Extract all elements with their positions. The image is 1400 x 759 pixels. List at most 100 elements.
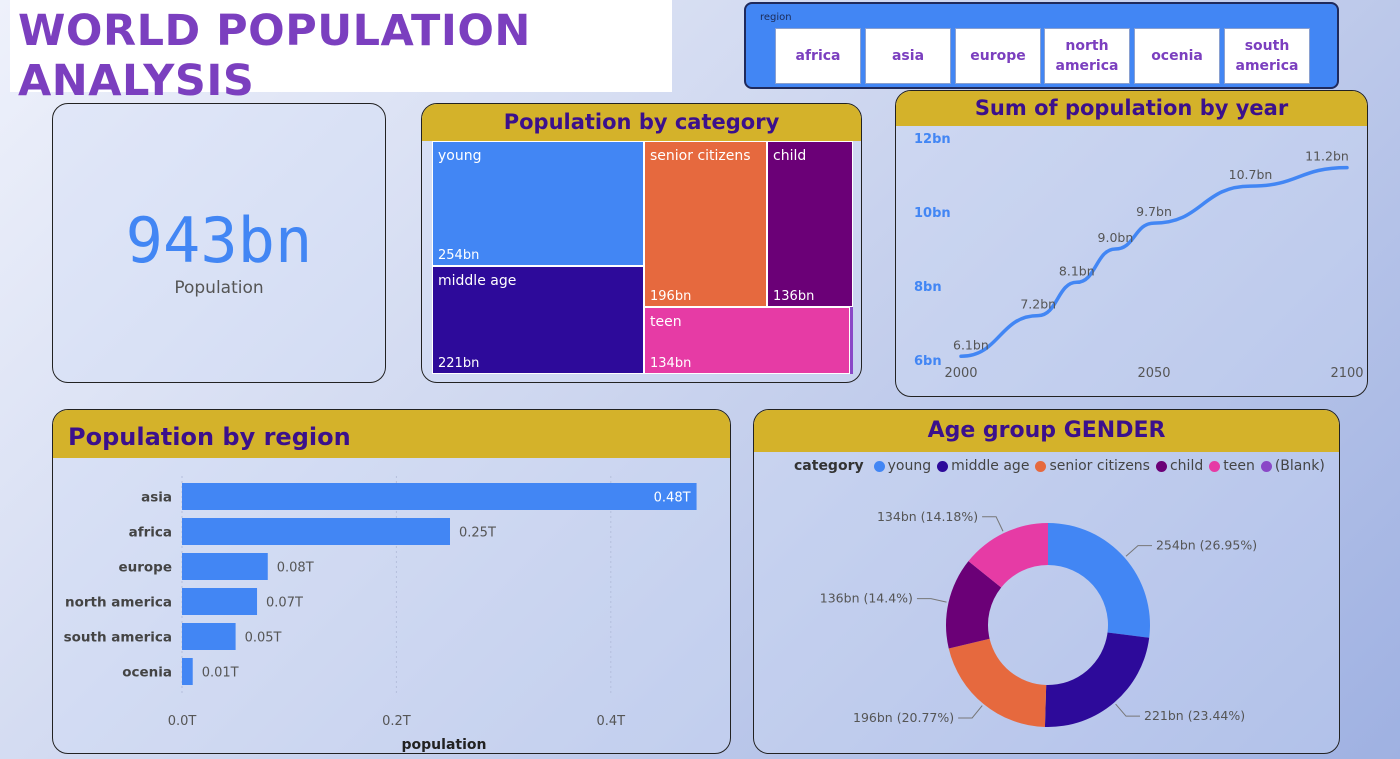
bar xyxy=(182,483,697,510)
treemap-value: 254bn xyxy=(438,248,480,263)
slicer-option-south-america[interactable]: south america xyxy=(1224,28,1310,84)
donut-slice xyxy=(968,523,1048,588)
treemap-cell-young[interactable]: young 254bn xyxy=(432,141,644,266)
treemap-card: Population by category young 254bn middl… xyxy=(421,103,862,383)
page-title: WORLD POPULATION ANALYSIS xyxy=(18,6,531,106)
data-label: 7.2bn xyxy=(1020,297,1056,312)
data-label: 11.2bn xyxy=(1305,149,1349,164)
treemap-label: senior citizens xyxy=(650,148,751,164)
series-line xyxy=(959,165,1349,359)
y-tick-label: 6bn xyxy=(914,354,942,369)
treemap-label: teen xyxy=(650,314,682,330)
donut-chart: 254bn (26.95%) 221bn (23.44%) 196bn (20.77… xyxy=(820,509,1257,727)
treemap-cell-middle-age[interactable]: middle age 221bn xyxy=(432,266,644,374)
legend-item-middle-age[interactable]: middle age xyxy=(937,458,1029,474)
leader-line xyxy=(1115,703,1141,717)
data-point xyxy=(1037,315,1039,317)
category-label: europe xyxy=(118,560,172,576)
data-point xyxy=(1076,281,1078,283)
bar xyxy=(182,518,450,545)
bar xyxy=(182,588,258,615)
treemap-value: 221bn xyxy=(438,356,480,371)
category-label: south america xyxy=(64,630,172,646)
legend-dot xyxy=(873,460,885,472)
y-tick-label: 8bn xyxy=(914,280,942,295)
legend-item-young[interactable]: young xyxy=(873,458,932,474)
region-slicer: region africa asia europe north america … xyxy=(744,2,1339,89)
x-tick-label: 2000 xyxy=(944,366,977,381)
slicer-option-asia[interactable]: asia xyxy=(865,28,951,84)
data-label: 221bn (23.44%) xyxy=(1144,708,1245,723)
line-chart-card: Sum of population by year 6bn 8bn 10bn 12bn… xyxy=(895,90,1368,397)
data-label: 0.07T xyxy=(266,596,303,611)
data-label: 0.25T xyxy=(459,526,496,541)
legend-item-blank[interactable]: (Blank) xyxy=(1260,458,1325,474)
y-tick-label: 12bn xyxy=(914,132,951,147)
data-point xyxy=(960,355,962,357)
legend-label: young xyxy=(887,458,932,474)
data-point xyxy=(1346,167,1348,169)
treemap-cell-teen[interactable]: teen 134bn xyxy=(644,307,850,374)
data-point xyxy=(1114,248,1116,250)
legend-dot xyxy=(1209,460,1221,472)
treemap-cell-child[interactable]: child 136bn xyxy=(767,141,853,307)
legend-item-teen[interactable]: teen xyxy=(1209,458,1255,474)
line-chart-title: Sum of population by year xyxy=(896,91,1367,126)
kpi-label: Population xyxy=(174,278,264,298)
leader-line xyxy=(958,705,983,719)
leader-line xyxy=(982,516,1004,532)
donut-slice xyxy=(1044,632,1150,727)
bar xyxy=(182,623,236,650)
data-label: 254bn (26.95%) xyxy=(1156,538,1257,553)
slicer-option-europe[interactable]: europe xyxy=(955,28,1041,84)
treemap-cell-senior-citizens[interactable]: senior citizens 196bn xyxy=(644,141,767,307)
legend-label: child xyxy=(1169,458,1204,474)
bar xyxy=(182,553,268,580)
legend-title: category xyxy=(794,458,864,474)
treemap-value: 196bn xyxy=(650,289,692,304)
legend-dot xyxy=(1035,460,1047,472)
treemap-label: child xyxy=(773,148,807,164)
category-label: africa xyxy=(129,525,172,541)
legend-dot xyxy=(1155,460,1167,472)
legend-dot xyxy=(1260,460,1272,472)
slicer-label: region xyxy=(760,12,792,23)
data-point xyxy=(1250,185,1251,187)
donut-slice xyxy=(946,561,1002,649)
kpi-card: 943bn Population xyxy=(52,103,386,383)
data-label: 196bn (20.77%) xyxy=(853,710,954,725)
x-tick-label: 0.2T xyxy=(382,714,411,729)
donut-legend: category young middle age senior citizen… xyxy=(794,458,1331,474)
title-box: WORLD POPULATION ANALYSIS xyxy=(10,0,672,106)
line-chart: 6bn 8bn 10bn 12bn 2000 2050 2100 6.1bn 7.2bn 8.1b… xyxy=(914,132,1364,381)
data-label: 0.01T xyxy=(202,666,239,681)
x-tick-label: 2100 xyxy=(1330,366,1363,381)
category-label: north america xyxy=(65,595,172,611)
legend-label: middle age xyxy=(951,458,1030,474)
data-label: 0.08T xyxy=(277,561,314,576)
treemap-cell-blank[interactable] xyxy=(850,307,853,374)
slicer-option-africa[interactable]: africa xyxy=(775,28,861,84)
donut-slice xyxy=(948,638,1047,727)
treemap-title: Population by category xyxy=(422,104,861,141)
legend-label: (Blank) xyxy=(1274,458,1325,474)
y-tick-label: 10bn xyxy=(914,206,951,221)
legend-item-senior-citizens[interactable]: senior citizens xyxy=(1035,458,1150,474)
data-label: 134bn (14.18%) xyxy=(877,509,978,524)
data-label: 6.1bn xyxy=(953,337,989,352)
donut-slice xyxy=(1048,523,1150,638)
data-label: 9.0bn xyxy=(1098,230,1134,245)
data-point xyxy=(1153,222,1155,224)
donut-chart-card: Age group GENDER category young middle a… xyxy=(753,409,1340,754)
x-tick-label: 0.4T xyxy=(596,714,625,729)
legend-item-child[interactable]: child xyxy=(1155,458,1204,474)
donut-chart-title: Age group GENDER xyxy=(754,410,1339,452)
treemap-value: 136bn xyxy=(773,289,815,304)
legend-dot xyxy=(937,460,949,472)
bar-chart-card: Population by region asia 0.48T africa 0.25… xyxy=(52,409,731,754)
x-tick-label: 0.0T xyxy=(168,714,197,729)
slicer-option-north-america[interactable]: north america xyxy=(1044,28,1130,84)
slicer-option-ocenia[interactable]: ocenia xyxy=(1134,28,1220,84)
bar-chart: asia 0.48T africa 0.25T europe 0.08T north ame… xyxy=(64,476,697,753)
data-label: 8.1bn xyxy=(1059,263,1095,278)
